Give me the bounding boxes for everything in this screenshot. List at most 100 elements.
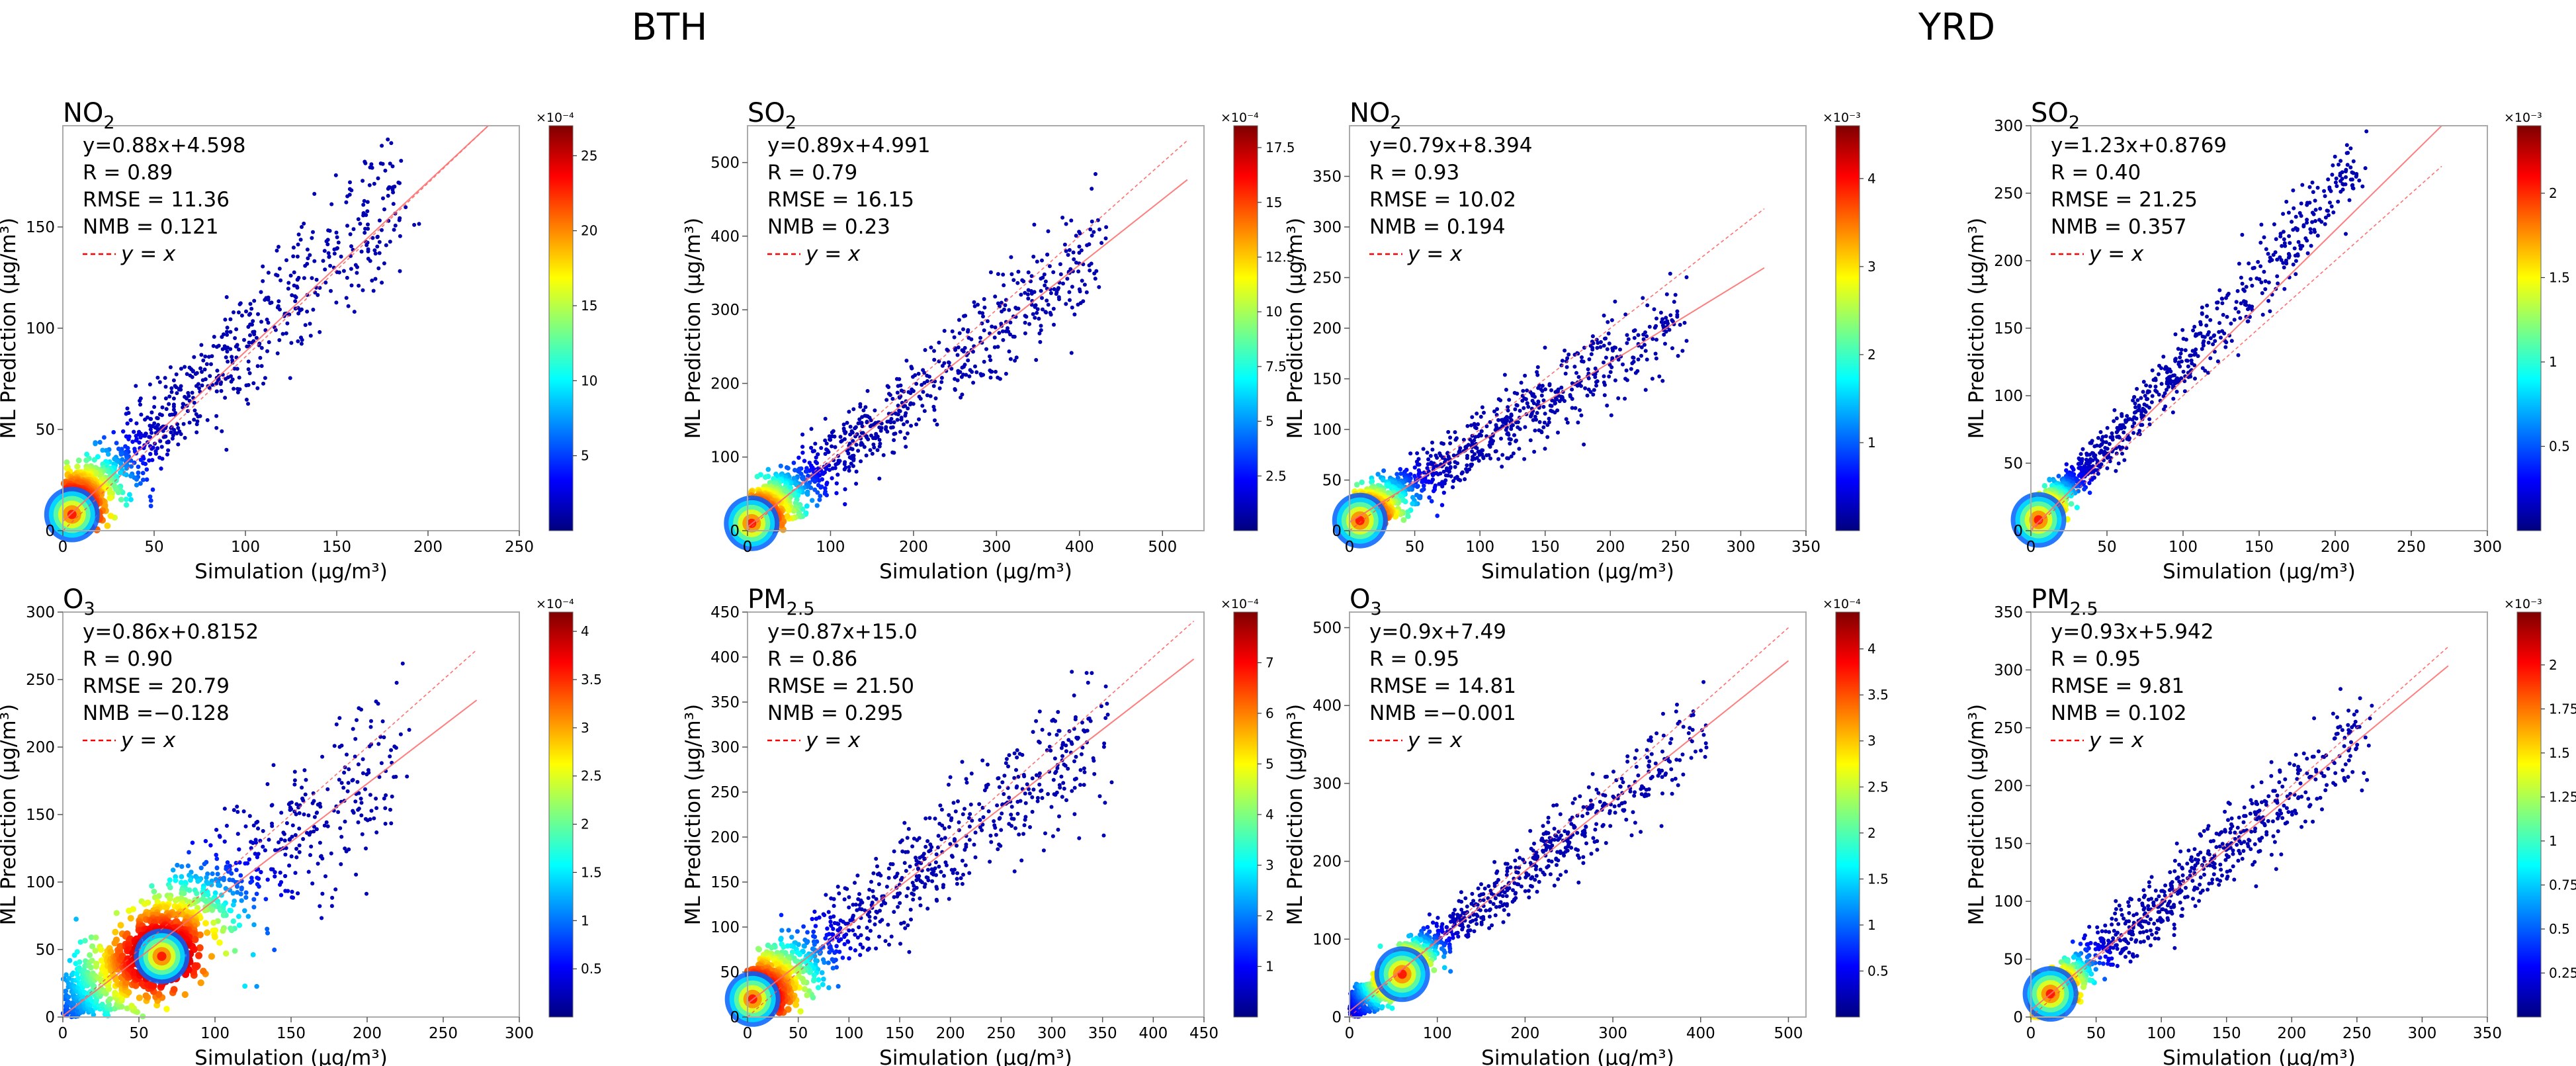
stat-nmb: NMB = 0.121 [83, 215, 219, 239]
x-axis-label: Simulation (µg/m³) [194, 560, 388, 584]
identity-line [747, 621, 1195, 1018]
y-axis-label: ML Prediction (µg/m³) [1283, 218, 1307, 439]
legend-label: y = x [1407, 242, 1463, 266]
colorbar-tick-label: 2 [1868, 347, 1876, 363]
x-tick-label: 0 [743, 539, 753, 556]
colorbar-tick-label: 5 [1266, 756, 1274, 772]
panel-yrd-pm25: 0 50 100 150 200 250 300 350 0 50 100 150 200 250 300 3… [1965, 584, 2576, 1066]
regression-line [62, 125, 489, 522]
region-title-yrd: YRD [1918, 6, 1995, 49]
x-tick-label: 0 [2026, 1025, 2036, 1042]
panel-yrd-o3: 0 100 200 300 400 500 0 100 200 300 400 500 Simulati… [1283, 584, 1889, 1066]
pollutant-subscript: 2.5 [2070, 599, 2098, 619]
colorbar-tick-label: 6 [1266, 705, 1274, 721]
y-tick-label: 300 [710, 302, 740, 319]
stat-rmse: RMSE = 10.02 [1369, 188, 1516, 212]
y-tick-label: 100 [26, 874, 55, 891]
colorbar-gradient [2516, 125, 2542, 531]
y-tick-label: 400 [710, 228, 740, 245]
panel-yrd-no2: 0 50 100 150 200 250 300 350 0 50 100 150 200 250 300 3… [1283, 98, 1876, 584]
stat-r: R = 0.90 [83, 647, 173, 671]
panel-title: PM2.5 [748, 584, 815, 619]
stat-fit: y=0.86x+0.8152 [83, 620, 259, 644]
x-tick-label: 250 [2342, 1025, 2372, 1042]
y-tick-label: 300 [1312, 776, 1342, 793]
pollutant-name: SO [2031, 98, 2069, 128]
x-tick-label: 100 [1423, 1025, 1452, 1042]
regression-line [2030, 665, 2449, 1011]
colorbar: ×10⁻⁴ 2.5 5 7.5 10 12.5 15 17.5 [1221, 111, 1295, 531]
colorbar-tick-label: 12.5 [1266, 249, 1295, 265]
colorbar-tick-label: 3 [1868, 733, 1876, 749]
y-tick-label: 250 [26, 672, 55, 689]
panel-bth-o3: 0 50 100 150 200 250 300 0 50 100 150 200 250 300 Simu… [0, 584, 602, 1066]
panel-bth-pm25: 0 50 100 150 200 250 300 350 400 450 0 50 100 150 200 2… [681, 584, 1274, 1066]
colorbar-tick-label: 7.5 [1266, 359, 1287, 375]
colorbar-tick-label: 3 [1868, 259, 1876, 275]
colorbar-tick-label: 1.5 [2549, 270, 2570, 286]
identity-line [62, 125, 489, 531]
x-tick-label: 400 [1138, 1025, 1168, 1042]
x-tick-label: 300 [2407, 1025, 2436, 1042]
x-tick-label: 100 [1465, 539, 1494, 556]
y-tick-label: 150 [1994, 320, 2023, 337]
stat-r: R = 0.86 [767, 647, 857, 671]
regression-line [747, 179, 1188, 528]
stat-r: R = 0.40 [2051, 161, 2141, 185]
colorbar-tick-label: 0.75 [2549, 877, 2576, 893]
colorbar-gradient [1835, 125, 1860, 531]
y-axis-label: ML Prediction (µg/m³) [1965, 218, 1989, 439]
y-tick-label: 500 [710, 155, 740, 172]
x-tick-label: 50 [2097, 539, 2116, 556]
legend-label: y = x [805, 242, 861, 266]
stat-rmse: RMSE = 20.79 [83, 674, 230, 698]
y-tick-label: 350 [710, 694, 740, 711]
stat-nmb: NMB = 0.194 [1369, 215, 1506, 239]
x-tick-label: 400 [1686, 1025, 1715, 1042]
y-tick-label: 450 [710, 604, 740, 621]
pollutant-name: PM [748, 584, 787, 615]
y-tick-label: 400 [710, 649, 740, 666]
y-tick-label: 100 [26, 320, 55, 337]
colorbar-tick-label: 2.5 [581, 768, 602, 784]
x-tick-label: 200 [936, 1025, 965, 1042]
x-tick-label: 450 [1189, 1025, 1219, 1042]
stat-r: R = 0.95 [1369, 647, 1459, 671]
colorbar-tick-label: 10 [581, 373, 597, 388]
legend-label: y = x [805, 729, 861, 752]
y-tick-label: 50 [720, 964, 740, 981]
stat-fit: y=0.9x+7.49 [1369, 620, 1506, 644]
x-tick-label: 150 [277, 1025, 306, 1042]
x-tick-label: 0 [743, 1025, 753, 1042]
y-tick-label: 350 [1994, 604, 2023, 621]
x-tick-label: 100 [200, 1025, 230, 1042]
x-tick-label: 250 [986, 1025, 1015, 1042]
y-tick-label: 0 [45, 1009, 55, 1026]
colorbar-tick-label: 7 [1266, 655, 1274, 671]
x-axis-label: Simulation (µg/m³) [879, 560, 1072, 584]
colorbar: ×10⁻³ 1 2 3 4 [1823, 111, 1876, 531]
x-tick-label: 0 [58, 1025, 68, 1042]
regression-line [1349, 660, 1789, 1012]
y-tick-label: 0 [730, 523, 740, 540]
colorbar-tick-label: 0.5 [581, 961, 602, 977]
legend-label: y = x [120, 729, 176, 752]
colorbar-tick-label: 1 [581, 912, 589, 928]
colorbar-gradient [548, 611, 574, 1018]
regression-line [1349, 267, 1765, 523]
y-tick-label: 300 [1312, 219, 1342, 236]
pollutant-name: O [1350, 584, 1370, 615]
x-tick-label: 350 [2473, 1025, 2502, 1042]
x-tick-label: 250 [505, 539, 534, 556]
x-tick-label: 250 [1661, 539, 1690, 556]
y-tick-label: 200 [1994, 777, 2023, 795]
stat-nmb: NMB = 0.357 [2051, 215, 2187, 239]
y-tick-label: 100 [710, 919, 740, 936]
x-tick-label: 300 [1037, 1025, 1066, 1042]
colorbar-tick-label: 15 [1266, 195, 1282, 210]
pollutant-subscript: 3 [1370, 599, 1381, 619]
x-axis-label: Simulation (µg/m³) [2163, 1046, 2356, 1066]
colorbar-tick-label: 1.5 [1868, 871, 1889, 887]
colorbar-scale: ×10⁻⁴ [536, 111, 574, 125]
panel-title: SO2 [2031, 98, 2080, 133]
